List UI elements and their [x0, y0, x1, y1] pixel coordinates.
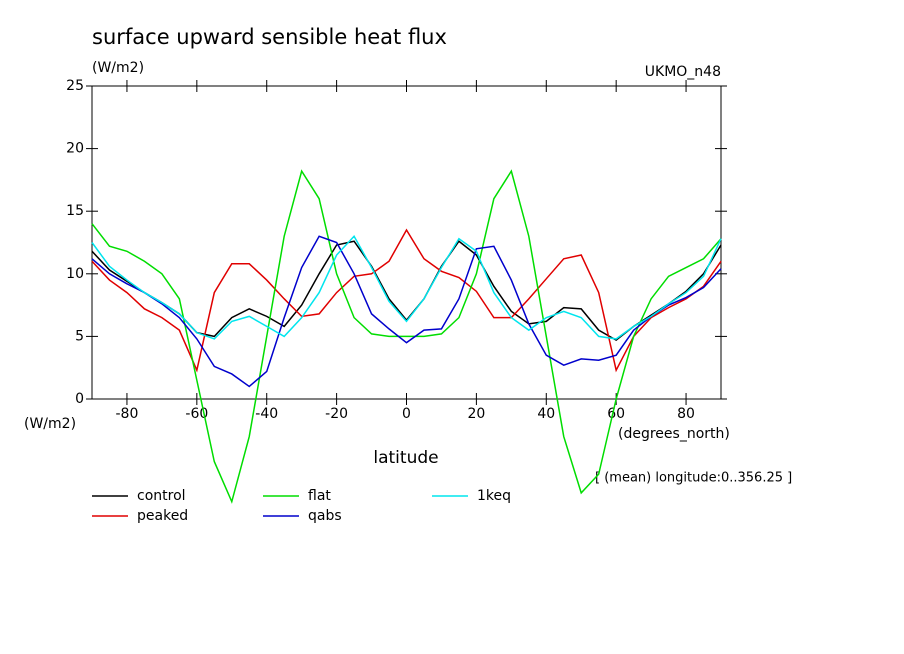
x-tick-label: -20 [325, 406, 348, 422]
y-axis-units: (W/m2) [24, 416, 76, 432]
plot-frame [91, 85, 722, 400]
y-tick-label: 0 [75, 391, 84, 407]
series-line [91, 169, 722, 504]
y-tick-label: 25 [66, 78, 84, 94]
y-tick-label: 5 [75, 328, 84, 344]
x-tick-label: 40 [537, 406, 555, 422]
series-line [91, 235, 722, 388]
x-tick-label: 20 [467, 406, 485, 422]
y-tick-label: 10 [66, 266, 84, 282]
chart-title: surface upward sensible heat flux [92, 25, 447, 49]
x-tick-label: 0 [402, 406, 411, 422]
x-units: (degrees_north) [618, 426, 730, 442]
legend-label: flat [308, 488, 331, 504]
y-tick-label: 15 [66, 203, 84, 219]
legend-label: control [137, 488, 186, 504]
x-axis-label: latitude [373, 448, 438, 468]
x-tick-label: 60 [607, 406, 625, 422]
y-units: (W/m2) [92, 60, 144, 76]
x-tick-label: -40 [255, 406, 278, 422]
note: [ (mean) longitude:0..356.25 ] [595, 471, 792, 486]
x-tick-label: -80 [116, 406, 139, 422]
x-tick-label: 80 [677, 406, 695, 422]
legend-label: peaked [137, 508, 188, 524]
legend-label: qabs [308, 508, 342, 524]
y-tick-label: 20 [66, 141, 84, 157]
legend-label: 1keq [477, 488, 511, 504]
dataset-label: UKMO_n48 [645, 64, 721, 80]
series-line [91, 234, 722, 340]
series-line [91, 228, 722, 373]
